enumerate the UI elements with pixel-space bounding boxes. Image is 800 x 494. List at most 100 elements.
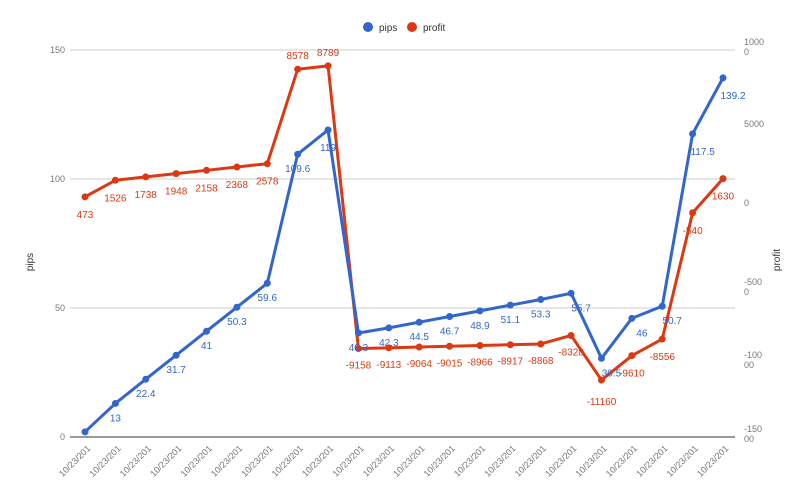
right-tick-label: 1000 0 [744,37,764,57]
data-point-pips[interactable] [81,428,89,436]
data-point-profit[interactable] [446,342,454,350]
data-point-profit[interactable] [537,340,545,348]
left-tick-label: 0 [60,432,65,442]
data-label-profit: 1630 [712,192,735,203]
data-point-pips[interactable] [324,126,332,134]
data-label-profit: -540 [683,226,703,237]
data-point-profit[interactable] [172,170,180,178]
data-label-pips: 31.7 [166,365,186,376]
x-tick-label: 10/23/201 [361,443,396,478]
x-tick-label: 10/23/201 [634,443,669,478]
data-point-profit[interactable] [354,345,362,353]
data-point-profit[interactable] [142,173,150,181]
data-point-pips[interactable] [658,302,666,310]
x-tick-label: 10/23/201 [87,443,122,478]
x-tick-label: 10/23/201 [179,443,214,478]
data-label-profit: 1738 [135,190,158,201]
data-point-pips[interactable] [567,289,575,297]
data-point-pips[interactable] [263,279,271,287]
data-point-pips[interactable] [294,150,302,158]
data-label-pips: 51.1 [501,315,521,326]
right-tick-label: -150 00 [744,424,762,444]
data-point-profit[interactable] [628,352,636,360]
data-point-profit[interactable] [506,341,514,349]
data-label-pips: 40.3 [349,343,369,354]
right-tick-label: 5000 [744,119,764,129]
series-line-profit [84,64,725,382]
data-point-profit[interactable] [294,65,302,73]
data-point-profit[interactable] [263,160,271,168]
data-point-profit[interactable] [597,376,605,384]
data-point-pips[interactable] [628,314,636,322]
data-point-pips[interactable] [537,295,545,303]
right-tick-label: -100 00 [744,350,762,370]
legend-item-pips[interactable]: pips [363,22,397,34]
data-point-profit[interactable] [476,342,484,350]
data-point-profit[interactable] [689,209,697,217]
data-point-profit[interactable] [385,344,393,352]
data-label-pips: 117.5 [690,147,715,158]
data-point-pips[interactable] [203,327,211,335]
x-tick-label: 10/23/201 [695,443,730,478]
data-point-profit[interactable] [658,335,666,343]
data-label-pips: 13 [110,413,122,424]
data-point-profit[interactable] [203,166,211,174]
series-line-pips [83,77,725,433]
data-label-pips: 48.9 [470,321,490,332]
data-label-profit: 473 [77,210,94,221]
legend[interactable]: pips profit [363,22,445,34]
x-tick-label: 10/23/201 [148,443,183,478]
data-point-profit[interactable] [719,175,727,183]
data-label-profit: -8966 [467,358,493,369]
x-axis-ticks: 10/23/20110/23/20110/23/20110/23/20110/2… [57,443,730,478]
x-tick-label: 10/23/201 [270,443,305,478]
data-label-profit: -9610 [619,369,645,380]
x-tick-label: 10/23/201 [300,443,335,478]
left-tick-label: 100 [50,174,65,184]
data-label-pips: 46.7 [440,327,460,338]
data-label-pips: 55.7 [571,303,591,314]
legend-item-profit[interactable]: profit [407,22,445,34]
data-point-pips[interactable] [719,74,727,82]
data-point-pips[interactable] [506,301,514,309]
data-label-profit: -9064 [406,359,432,370]
x-tick-label: 10/23/201 [330,443,365,478]
data-point-pips[interactable] [233,303,241,311]
data-label-pips: 53.3 [531,309,551,320]
data-point-pips[interactable] [415,318,423,326]
data-point-pips[interactable] [689,130,697,138]
data-label-profit: -11160 [587,397,617,408]
right-axis-ticks: 1000 0 5000 0 -500 0 -100 00 -150 00 [744,37,764,444]
data-point-pips[interactable] [142,375,150,383]
data-point-pips[interactable] [597,354,605,362]
data-point-profit[interactable] [415,343,423,351]
data-label-pips: 50.3 [227,317,247,328]
data-point-profit[interactable] [81,193,89,201]
x-tick-label: 10/23/201 [239,443,274,478]
data-label-pips: 109.6 [285,164,310,175]
data-point-pips[interactable] [476,307,484,315]
data-label-profit: -8328 [558,347,584,358]
data-point-profit[interactable] [324,62,332,70]
data-label-profit: -9158 [346,361,372,372]
data-point-profit[interactable] [567,331,575,339]
data-point-profit[interactable] [111,176,119,184]
data-point-profit[interactable] [233,163,241,171]
data-label-profit: 8578 [287,51,310,62]
data-label-pips: 119 [320,143,336,154]
data-point-pips[interactable] [385,324,393,332]
data-point-pips[interactable] [354,329,362,337]
x-tick-label: 10/23/201 [118,443,153,478]
data-point-pips[interactable] [172,351,180,359]
data-label-pips: 50.7 [663,316,683,327]
right-tick-label: 0 [744,198,749,208]
data-point-pips[interactable] [446,313,454,321]
legend-marker-pips [363,22,373,32]
legend-marker-profit [407,22,417,32]
gridlines [70,49,735,438]
data-point-pips[interactable] [111,399,119,407]
right-tick-label: -500 0 [744,277,762,297]
data-label-pips: 46 [636,328,648,339]
data-label-profit: 2578 [256,177,279,188]
